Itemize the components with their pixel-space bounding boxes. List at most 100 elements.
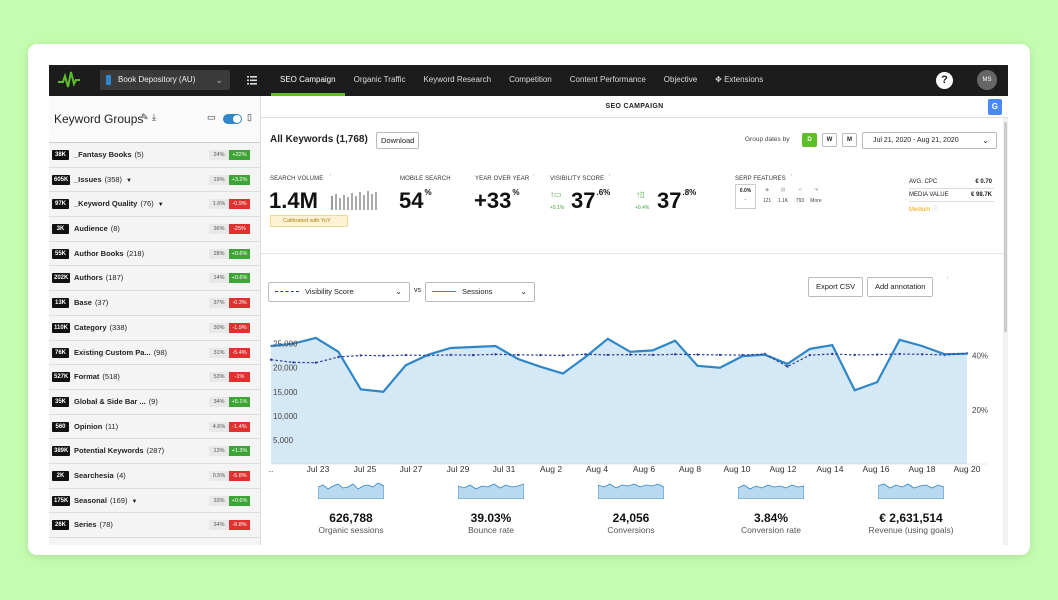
mobile-icon[interactable]: ▯ — [247, 112, 252, 122]
group-week-button[interactable]: W — [822, 133, 837, 147]
export-csv-button[interactable]: Export CSV — [808, 277, 864, 297]
scrollbar-thumb[interactable] — [1004, 122, 1007, 332]
desktop-icon[interactable]: ▭ — [207, 112, 216, 122]
serp-feature-first[interactable]: 0.0% - — [735, 184, 756, 209]
kpi-bounce-rate: 39.03% Bounce rate — [421, 474, 561, 544]
visibility-desktop-decimal: .6% — [596, 188, 611, 197]
group-name: Seasonal — [74, 495, 107, 505]
kpi-value: € 2,631,514 — [879, 511, 943, 525]
serp-feature-3[interactable]: ≺ 793 — [791, 187, 809, 204]
tab-objective[interactable]: Objective — [663, 75, 698, 84]
group-count: (169) — [109, 495, 128, 505]
sidebar-item[interactable]: 13K Base (37) 37% -0.3% — [49, 291, 260, 316]
info-icon[interactable]: ⁱ — [330, 174, 332, 180]
share-percent: 34% — [209, 520, 229, 531]
download-icon[interactable]: ⤓ — [152, 112, 156, 122]
sidebar-item-label: Opinion (11) — [74, 422, 118, 431]
group-month-button[interactable]: M — [842, 133, 857, 147]
caret-down-icon[interactable]: ▼ — [126, 177, 132, 184]
visibility-point — [831, 352, 834, 356]
serp-feature-1[interactable]: ◆ 121 — [758, 187, 776, 204]
chevron-down-icon: ⌄ — [395, 287, 402, 296]
info-icon[interactable]: ⁱ — [791, 174, 793, 180]
group-day-button[interactable]: D — [802, 133, 817, 147]
group-name: Existing Custom Pa... — [74, 347, 151, 357]
serp-feature-2[interactable]: ▤ 1.1K — [774, 187, 792, 204]
left-metric-select[interactable]: Visibility Score ⌄ — [268, 282, 410, 302]
screenshot-card: Book Depository (AU) ⌄ SEO Campaign Orga… — [28, 44, 1030, 555]
sessions-visibility-chart[interactable]: 25,000 20,000 15,000 10,000 5,000 40% 20%.. Jul… — [261, 324, 1008, 474]
share-percent: 36% — [209, 224, 229, 235]
tab-extensions[interactable]: ✥ Extensions — [706, 65, 772, 96]
group-count: (187) — [105, 273, 124, 283]
mobile-search-number: 54 — [399, 188, 424, 213]
sessions-point — [315, 337, 317, 339]
account-selector[interactable]: Book Depository (AU) ⌄ — [100, 70, 230, 90]
visibility-point — [718, 353, 722, 357]
share-percent: 4.6% — [209, 421, 229, 432]
sidebar-item[interactable]: 389K Potential Keywords (287) 13% +1.3% — [49, 439, 260, 464]
sidebar-item-label: Searchesia (4) — [74, 471, 126, 480]
group-count: (218) — [126, 248, 145, 258]
sidebar-item[interactable]: 2K Searchesia (4) 0.5% -5.8% — [49, 463, 260, 489]
serp-more-label: More — [810, 198, 822, 204]
tab-content-performance[interactable]: Content Performance — [569, 75, 646, 84]
date-range-value: Jul 21, 2020 - Aug 21, 2020 — [873, 137, 959, 144]
sidebar-item[interactable]: 560 Opinion (11) 4.6% -1.4% — [49, 414, 260, 440]
sidebar-item[interactable]: 605K _Issues (358) ▼ 19% +3.2% — [49, 167, 260, 193]
list-menu-icon[interactable] — [247, 74, 257, 86]
tab-competition[interactable]: Competition — [509, 75, 552, 84]
main-tabs: SEO Campaign Organic Traffic Keyword Res… — [271, 65, 772, 96]
volume-badge: 110K — [52, 322, 71, 333]
x-tick-label: .. — [269, 464, 274, 474]
info-icon[interactable]: ⁱ — [533, 174, 535, 180]
avatar[interactable]: MS — [977, 70, 997, 90]
sidebar-item[interactable]: 3K Audience (8) 36% -25% — [49, 217, 260, 242]
volume-badge: 38K — [52, 150, 69, 160]
kpi-sparkline — [458, 483, 524, 499]
sidebar-item[interactable]: 527K Format (518) 53% -1% — [49, 365, 260, 390]
sidebar-item[interactable]: 35K Global & Side Bar ... (9) 34% +5.1% — [49, 389, 260, 415]
caret-down-icon[interactable]: ▼ — [157, 202, 164, 209]
logo-icon[interactable] — [57, 69, 81, 91]
sidebar-item[interactable]: 76K Existing Custom Pa... (98) 31% -5.4% — [49, 340, 260, 366]
sessions-point — [921, 345, 923, 347]
sidebar-item[interactable]: 38K _Fantasy Books (5) 24% +22% — [49, 143, 260, 168]
sidebar-item[interactable]: 202K Authors (187) 14% +0.6% — [49, 266, 260, 292]
info-icon[interactable]: ⁱ — [609, 174, 611, 180]
tab-keyword-research[interactable]: Keyword Research — [423, 75, 492, 84]
info-icon[interactable]: ⓘ — [932, 207, 939, 213]
add-annotation-button[interactable]: Add annotation — [867, 277, 934, 297]
sidebar-item[interactable]: 26K Series (78) 34% -8.8% — [49, 513, 260, 538]
right-metric-select[interactable]: Sessions ⌄ — [425, 282, 535, 302]
sidebar-item-label: _Fantasy Books (5) — [74, 150, 144, 159]
visibility-point — [876, 353, 879, 356]
translate-icon[interactable]: G — [988, 99, 1002, 115]
sidebar-item[interactable]: 110K Category (338) 30% -1.9% — [49, 315, 260, 341]
main-scrollbar[interactable] — [1003, 118, 1008, 545]
pencil-icon[interactable]: ✎ — [141, 112, 149, 122]
sidebar-item[interactable]: 175K Seasonal (169) ▼ 33% +0.6% — [49, 488, 260, 514]
y-left-tick-label: 25,000 — [273, 340, 298, 349]
device-toggle[interactable] — [223, 114, 242, 124]
visibility-point — [696, 353, 699, 356]
sessions-point — [359, 388, 362, 391]
change-badge: +3.2% — [229, 174, 250, 185]
sidebar-item[interactable]: 55K Author Books (218) 28% +0.6% — [49, 241, 260, 267]
download-button[interactable]: Download — [376, 132, 420, 149]
share-percent: 1.6% — [209, 199, 229, 210]
volume-badge: 605K — [52, 174, 71, 185]
info-icon[interactable]: ⁱ — [947, 277, 949, 283]
caret-down-icon[interactable]: ▼ — [131, 498, 138, 505]
kpi-label: Conversions — [607, 525, 655, 535]
y-left-tick-label: 20,000 — [273, 364, 298, 373]
sidebar-header: Keyword Groups ✎ ⤓ ▭ ▯ — [49, 96, 260, 143]
sidebar-item[interactable]: 97K _Keyword Quality (76) ▼ 1.6% -0.9% — [49, 192, 260, 218]
tab-organic-traffic[interactable]: Organic Traffic — [353, 75, 406, 84]
tab-seo-campaign[interactable]: SEO Campaign — [271, 65, 345, 96]
date-range-picker[interactable]: Jul 21, 2020 - Aug 21, 2020 ⌄ — [862, 132, 997, 149]
serp-feature-more[interactable]: ⁶▾ More — [807, 187, 825, 204]
group-name: Format — [74, 372, 100, 382]
help-icon[interactable]: ? — [936, 72, 953, 89]
sessions-point — [449, 347, 452, 349]
